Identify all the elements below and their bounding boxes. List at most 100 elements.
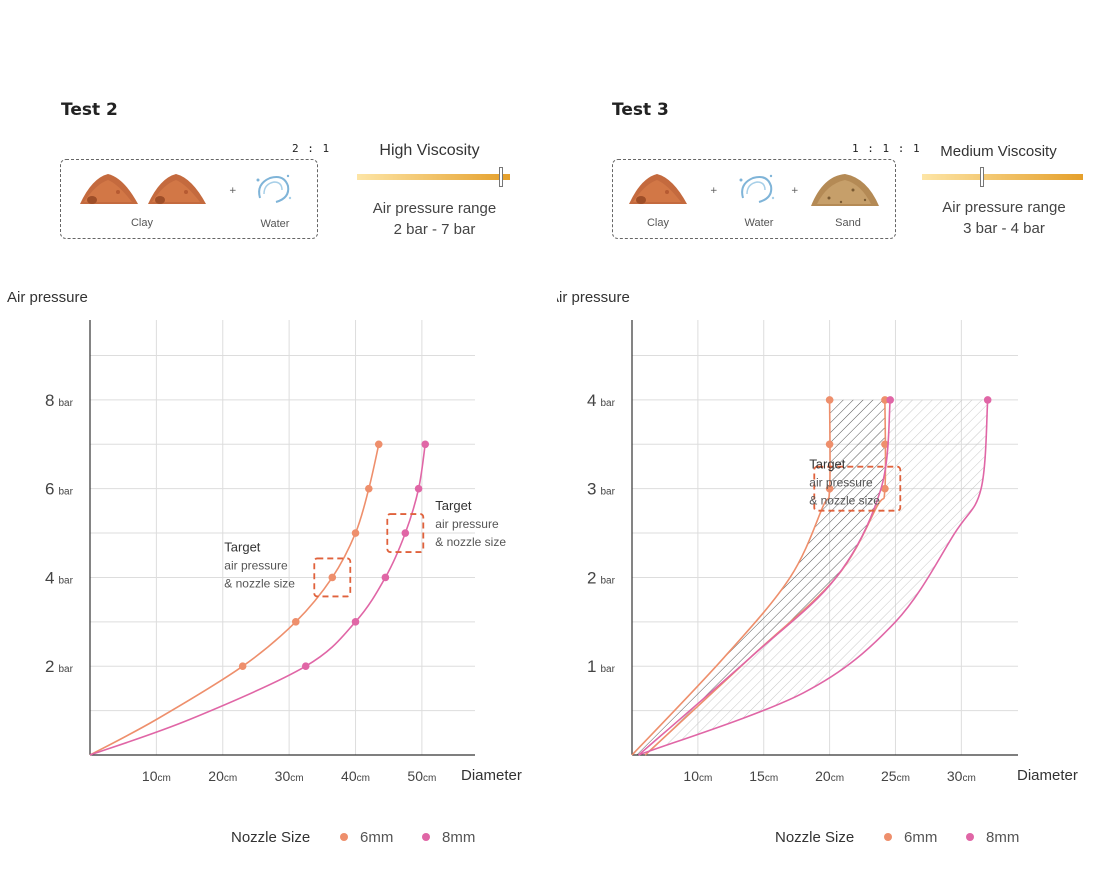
sand-pile-icon: [811, 174, 879, 206]
legend-title: Nozzle Size: [775, 829, 854, 846]
water-splash-icon: [739, 174, 775, 203]
ingredient-label-clay: Clay: [130, 217, 153, 229]
target-label-line: air pressure: [809, 476, 873, 490]
target-box: [813, 465, 902, 512]
water-splash-icon: [256, 174, 292, 203]
legend-marker-8mm: [422, 833, 430, 841]
data-point-8mm: [414, 484, 423, 493]
y-tick-label: 6 bar: [45, 480, 74, 499]
clay-pile-icon: [80, 174, 138, 204]
x-tick-unit: cm: [897, 773, 910, 784]
clay-pile-icon: [148, 174, 206, 204]
y-tick-label: 3 bar: [587, 480, 616, 499]
mix-ratio: 2 : 1: [292, 142, 331, 155]
y-tick-label: 8 bar: [45, 391, 74, 410]
data-point-6mm: [825, 484, 834, 493]
x-axis-title: Diameter: [461, 767, 522, 784]
y-tick-unit: bar: [58, 664, 73, 675]
legend-marker-8mm: [966, 833, 974, 841]
legend-label: 6mm: [904, 829, 937, 846]
y-tick-unit: bar: [600, 664, 615, 675]
data-point-8mm: [983, 396, 992, 404]
data-point-8mm: [351, 618, 360, 626]
x-tick-unit: cm: [157, 773, 170, 784]
target-label-title: Target: [809, 457, 846, 472]
y-tick-label: 1 bar: [587, 657, 616, 676]
viscosity-label: High Viscosity: [379, 142, 480, 159]
mix-ratio: 1 : 1 : 1: [852, 142, 921, 155]
y-tick-unit: bar: [600, 575, 615, 586]
y-tick-unit: bar: [600, 487, 615, 498]
x-tick-label: 15cm: [749, 768, 778, 784]
series-line-6mm: [89, 444, 380, 756]
test-3-title: Test 3: [612, 100, 669, 120]
series-line-8mm: [638, 399, 891, 756]
plus-icon: +: [710, 186, 718, 196]
plus-icon: +: [791, 186, 799, 196]
x-tick-label: 10cm: [142, 768, 171, 784]
data-point-8mm: [421, 440, 430, 449]
data-point-6mm: [881, 440, 889, 449]
x-tick-unit: cm: [831, 773, 844, 784]
mixture-box: + + Clay Water Sand: [612, 159, 896, 239]
y-axis-title: Air pressure: [7, 289, 88, 306]
data-point-6mm: [351, 529, 360, 537]
test-2-chart: Air pressure Diameter 2 bar 4 bar 6 bar 8 bar 10cm…: [7, 289, 522, 846]
mixture-box: + Clay Water: [60, 159, 318, 239]
series-line-8mm: [638, 399, 989, 756]
data-point-8mm: [886, 396, 895, 404]
target-label-line: air pressure: [224, 558, 288, 572]
data-point-6mm: [364, 484, 373, 493]
data-point-6mm: [825, 396, 834, 404]
x-tick-label: 30cm: [947, 768, 976, 784]
data-point-8mm: [381, 573, 390, 582]
viscosity-handle: [498, 167, 503, 187]
legend-title: Nozzle Size: [231, 829, 310, 846]
y-tick-unit: bar: [58, 487, 73, 498]
data-point-8mm: [301, 662, 310, 671]
legend-marker-6mm: [884, 833, 892, 841]
test-2-title: Test 2: [61, 100, 118, 120]
plus-icon: +: [229, 186, 237, 196]
legend-label: 8mm: [442, 829, 475, 846]
data-point-6mm: [825, 440, 834, 449]
target-box: [386, 513, 425, 553]
x-tick-unit: cm: [699, 773, 712, 784]
data-point-6mm: [374, 440, 383, 449]
target-label-line: air pressure: [435, 517, 499, 531]
legend-label: 8mm: [986, 829, 1019, 846]
pressure-range-value: 3 bar - 4 bar: [963, 220, 1045, 237]
clay-pile-icon: [629, 174, 687, 204]
viscosity-label: Medium Viscosity: [940, 143, 1057, 160]
ingredient-label-sand: Sand: [835, 217, 861, 229]
x-axis-title: Diameter: [1017, 767, 1078, 784]
pressure-range-title: Air pressure range: [372, 200, 497, 217]
x-tick-unit: cm: [357, 773, 370, 784]
viscosity-bar: [922, 167, 1083, 187]
series-line-8mm: [89, 444, 426, 756]
x-tick-label: 20cm: [208, 768, 237, 784]
data-point-8mm: [401, 529, 410, 537]
target-label-title: Target: [435, 498, 472, 513]
ingredient-label-water: Water: [260, 218, 290, 230]
x-tick-unit: cm: [765, 773, 778, 784]
x-tick-label: 25cm: [881, 768, 910, 784]
data-point-6mm: [881, 396, 889, 404]
target-box: [313, 557, 352, 598]
y-tick-label: 4 bar: [45, 568, 74, 587]
y-tick-label: 4 bar: [587, 391, 616, 410]
x-tick-unit: cm: [290, 773, 303, 784]
y-tick-label: 2 bar: [587, 568, 616, 587]
x-tick-label: 40cm: [341, 768, 370, 784]
y-axis-title: Air pressure: [557, 289, 630, 306]
legend-label: 6mm: [360, 829, 393, 846]
viscosity-handle: [979, 167, 984, 187]
data-point-6mm: [881, 484, 889, 493]
legend-marker-6mm: [340, 833, 348, 841]
x-tick-unit: cm: [224, 773, 237, 784]
target-label-title: Target: [224, 539, 261, 554]
series-line-6mm: [631, 399, 831, 756]
x-tick-label: 30cm: [275, 768, 304, 784]
target-label-line: & nozzle size: [809, 494, 880, 508]
data-point-6mm: [291, 618, 300, 626]
